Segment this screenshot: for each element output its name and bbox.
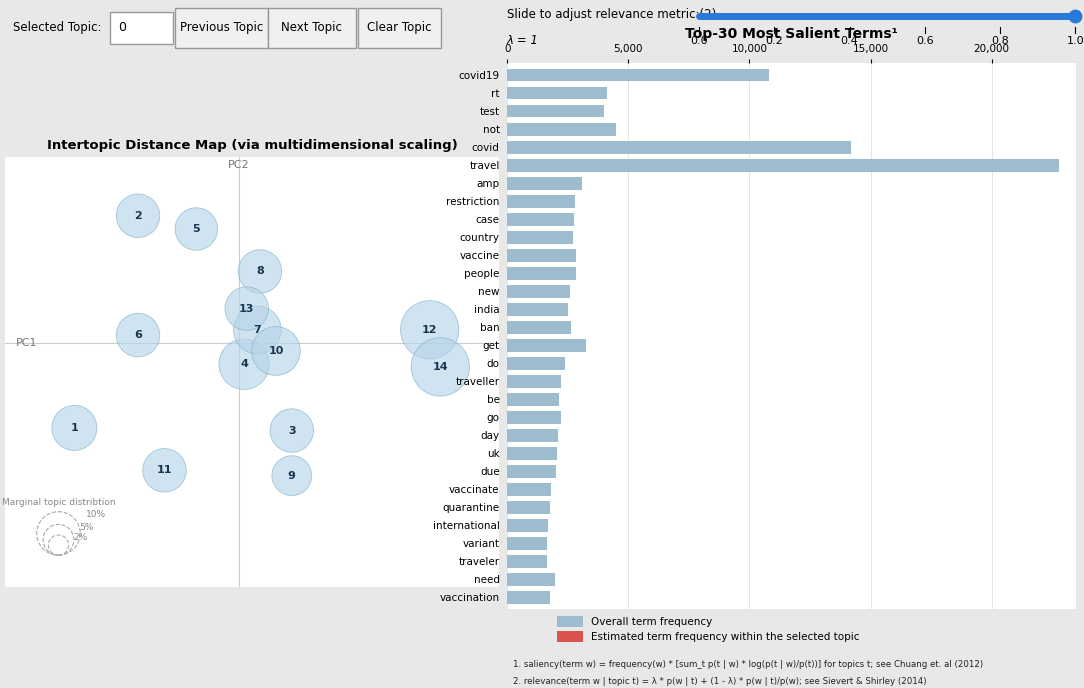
Bar bbox=[507, 393, 559, 406]
Text: 10: 10 bbox=[268, 346, 284, 356]
Bar bbox=[507, 356, 566, 369]
Text: 0.0: 0.0 bbox=[691, 36, 708, 45]
Text: 8: 8 bbox=[256, 266, 263, 277]
Bar bbox=[507, 375, 560, 387]
Text: 1.0: 1.0 bbox=[1067, 36, 1084, 45]
Bar bbox=[507, 519, 549, 532]
Text: 3: 3 bbox=[288, 426, 296, 436]
Circle shape bbox=[251, 327, 300, 376]
Circle shape bbox=[411, 338, 469, 396]
Bar bbox=[507, 248, 577, 261]
Bar bbox=[507, 177, 582, 189]
Bar bbox=[507, 87, 607, 100]
Text: 0.4: 0.4 bbox=[841, 36, 859, 45]
Text: Next Topic: Next Topic bbox=[282, 21, 343, 34]
Circle shape bbox=[116, 313, 159, 357]
Text: PC2: PC2 bbox=[228, 160, 249, 170]
Bar bbox=[507, 158, 1059, 171]
Text: Marginal topic distribtion: Marginal topic distribtion bbox=[2, 498, 115, 507]
Bar bbox=[507, 195, 576, 208]
Circle shape bbox=[116, 194, 159, 237]
Circle shape bbox=[219, 339, 269, 389]
Circle shape bbox=[270, 409, 313, 452]
Text: 2. relevance(term w | topic t) = λ * p(w | t) + (1 - λ) * p(w | t)/p(w); see Sie: 2. relevance(term w | topic t) = λ * p(w… bbox=[513, 677, 927, 686]
Bar bbox=[507, 429, 558, 442]
Text: 9: 9 bbox=[288, 471, 296, 481]
Text: Clear Topic: Clear Topic bbox=[367, 21, 431, 34]
Circle shape bbox=[238, 250, 282, 293]
Text: 4: 4 bbox=[241, 359, 248, 369]
Text: 2%: 2% bbox=[74, 533, 88, 542]
Bar bbox=[507, 140, 851, 153]
Bar bbox=[507, 213, 573, 226]
Legend: Overall term frequency, Estimated term frequency within the selected topic: Overall term frequency, Estimated term f… bbox=[553, 612, 864, 646]
Bar bbox=[507, 321, 571, 334]
Text: 1. saliency(term w) = frequency(w) * [sum_t p(t | w) * log(p(t | w)/p(t))] for t: 1. saliency(term w) = frequency(w) * [su… bbox=[513, 660, 983, 669]
FancyBboxPatch shape bbox=[111, 12, 172, 44]
Bar bbox=[507, 591, 550, 603]
Text: 14: 14 bbox=[433, 362, 448, 372]
Title: Intertopic Distance Map (via multidimensional scaling): Intertopic Distance Map (via multidimens… bbox=[47, 139, 457, 152]
Text: Slide to adjust relevance metric:(2): Slide to adjust relevance metric:(2) bbox=[506, 8, 715, 21]
Text: 11: 11 bbox=[157, 465, 172, 475]
Text: 12: 12 bbox=[422, 325, 438, 335]
Text: 0.2: 0.2 bbox=[765, 36, 784, 45]
Bar bbox=[507, 572, 555, 585]
Bar bbox=[507, 555, 547, 568]
Text: 10%: 10% bbox=[86, 510, 105, 519]
Text: Selected Topic:: Selected Topic: bbox=[13, 21, 101, 34]
Circle shape bbox=[225, 287, 269, 330]
Bar bbox=[507, 285, 570, 297]
Text: 0: 0 bbox=[118, 21, 126, 34]
Bar bbox=[507, 105, 604, 118]
Circle shape bbox=[52, 405, 96, 451]
Title: Top-30 Most Salient Terms¹: Top-30 Most Salient Terms¹ bbox=[685, 28, 899, 41]
Bar bbox=[507, 266, 577, 279]
FancyBboxPatch shape bbox=[268, 8, 356, 48]
Circle shape bbox=[400, 301, 459, 359]
Text: λ = 1: λ = 1 bbox=[506, 34, 539, 47]
Bar bbox=[507, 303, 568, 316]
Bar bbox=[507, 230, 572, 244]
Text: 0.8: 0.8 bbox=[991, 36, 1009, 45]
Bar bbox=[507, 411, 560, 424]
Text: Previous Topic: Previous Topic bbox=[180, 21, 263, 34]
Bar bbox=[507, 501, 550, 514]
Bar bbox=[507, 537, 547, 550]
Text: 5%: 5% bbox=[79, 523, 93, 532]
Circle shape bbox=[143, 449, 186, 492]
Bar bbox=[507, 122, 617, 136]
FancyBboxPatch shape bbox=[176, 8, 268, 48]
Bar bbox=[507, 447, 557, 460]
Text: 1: 1 bbox=[70, 423, 78, 433]
Text: 6: 6 bbox=[134, 330, 142, 340]
Bar bbox=[507, 483, 551, 495]
Circle shape bbox=[272, 455, 312, 495]
Bar bbox=[507, 69, 769, 81]
Circle shape bbox=[176, 208, 218, 250]
Bar bbox=[507, 338, 586, 352]
Text: 13: 13 bbox=[240, 303, 255, 314]
Text: 0.6: 0.6 bbox=[916, 36, 933, 45]
Circle shape bbox=[233, 306, 281, 354]
Text: 7: 7 bbox=[254, 325, 261, 335]
Text: PC1: PC1 bbox=[16, 338, 38, 348]
Text: 2: 2 bbox=[134, 211, 142, 221]
FancyBboxPatch shape bbox=[358, 8, 441, 48]
Bar bbox=[507, 464, 556, 477]
Text: 5: 5 bbox=[193, 224, 201, 234]
